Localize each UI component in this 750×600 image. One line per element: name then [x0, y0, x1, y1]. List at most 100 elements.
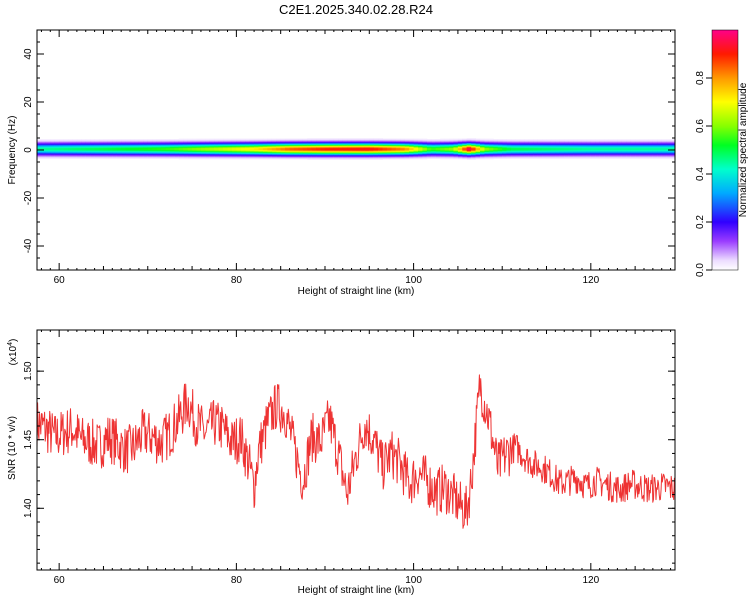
heatmap-cell	[196, 148, 202, 150]
heatmap-cell	[245, 145, 251, 147]
heatmap-cell	[497, 150, 503, 151]
heatmap-cell	[99, 157, 104, 159]
heatmap-cell	[262, 144, 268, 145]
heatmap-cell	[338, 141, 344, 143]
heatmap-cell	[444, 153, 450, 155]
heatmap-cell	[245, 140, 251, 142]
heatmap-cell	[45, 139, 51, 141]
heatmap-cell	[444, 152, 450, 154]
heatmap-cell	[542, 156, 547, 157]
heatmap-cell	[231, 143, 237, 145]
heatmap-cell	[143, 154, 149, 156]
heatmap-cell	[174, 141, 180, 142]
heatmap-cell	[130, 151, 135, 153]
heatmap-cell	[484, 157, 490, 159]
heatmap-cell	[50, 142, 56, 144]
heatmap-cell	[342, 141, 348, 143]
heatmap-cell	[435, 150, 441, 151]
heatmap-cell	[45, 150, 51, 151]
heatmap-cell	[298, 154, 304, 156]
heatmap-cell	[138, 139, 144, 141]
heatmap-cell	[577, 150, 583, 152]
heatmap-cell	[134, 157, 140, 159]
heatmap-cell	[573, 148, 578, 150]
heatmap-cell	[652, 153, 658, 155]
heatmap-cell	[316, 142, 321, 144]
heatmap-cell	[418, 152, 423, 154]
heatmap-cell	[391, 150, 397, 151]
heatmap-cell	[466, 148, 472, 150]
heatmap-cell	[231, 154, 237, 156]
heatmap-cell	[316, 149, 321, 151]
heatmap-cell	[604, 140, 609, 142]
heatmap-cell	[404, 151, 410, 153]
heatmap-cell	[178, 150, 184, 151]
heatmap-cell	[524, 141, 530, 142]
heatmap-cell	[373, 156, 379, 157]
heatmap-cell	[347, 142, 352, 144]
heatmap-cell	[502, 151, 508, 153]
heatmap-cell	[245, 142, 251, 144]
heatmap-cell	[262, 152, 268, 154]
heatmap-cell	[595, 157, 601, 159]
heatmap-cell	[125, 156, 131, 157]
heatmap-cell	[480, 154, 485, 156]
heatmap-cell	[320, 145, 326, 147]
heatmap-cell	[59, 150, 64, 151]
heatmap-cell	[533, 148, 539, 150]
heatmap-cell	[360, 151, 366, 153]
heatmap-cell	[391, 150, 397, 152]
heatmap-cell	[369, 147, 375, 149]
heatmap-cell	[293, 157, 299, 159]
heatmap-cell	[457, 140, 463, 142]
heatmap-cell	[488, 151, 494, 153]
heatmap-cell	[488, 142, 494, 144]
heatmap-cell	[581, 157, 587, 159]
heatmap-cell	[218, 147, 224, 149]
heatmap-cell	[169, 145, 175, 147]
heatmap-cell	[90, 148, 95, 150]
heatmap-cell	[480, 153, 485, 154]
heatmap-cell	[271, 154, 277, 156]
heatmap-cell	[293, 144, 299, 145]
heatmap-cell	[267, 146, 273, 148]
heatmap-cell	[666, 139, 671, 141]
heatmap-cell	[99, 154, 104, 156]
heatmap-cell	[94, 146, 100, 148]
heatmap-cell	[630, 145, 636, 147]
heatmap-cell	[280, 142, 286, 144]
heatmap-cell	[409, 139, 414, 141]
heatmap-cell	[599, 153, 605, 155]
heatmap-cell	[666, 156, 671, 158]
heatmap-cell	[444, 143, 450, 145]
heatmap-cell	[254, 145, 259, 147]
heatmap-cell	[138, 140, 144, 142]
heatmap-cell	[68, 145, 73, 147]
heatmap-cell	[546, 154, 552, 156]
heatmap-cell	[457, 145, 463, 147]
heatmap-cell	[457, 150, 463, 152]
heatmap-cell	[59, 144, 64, 145]
heatmap-cell	[311, 138, 317, 139]
heatmap-cell	[599, 143, 605, 145]
heatmap-cell	[90, 147, 95, 149]
heatmap-cell	[435, 152, 441, 154]
heatmap-cell	[214, 147, 220, 149]
heatmap-cell	[364, 153, 370, 155]
heatmap-cell	[666, 153, 671, 155]
heatmap-cell	[231, 153, 237, 155]
heatmap-cell	[267, 140, 273, 142]
heatmap-cell	[324, 141, 330, 142]
heatmap-cell	[391, 145, 397, 147]
heatmap-cell	[612, 156, 618, 157]
heatmap-cell	[626, 142, 632, 144]
heatmap-cell	[577, 141, 583, 143]
heatmap-cell	[342, 142, 348, 144]
heatmap-cell	[400, 139, 406, 141]
heatmap-cell	[249, 154, 255, 156]
heatmap-cell	[413, 144, 419, 145]
heatmap-cell	[466, 145, 472, 147]
heatmap-cell	[152, 142, 158, 144]
heatmap-cell	[369, 151, 375, 153]
heatmap-cell	[586, 139, 592, 141]
